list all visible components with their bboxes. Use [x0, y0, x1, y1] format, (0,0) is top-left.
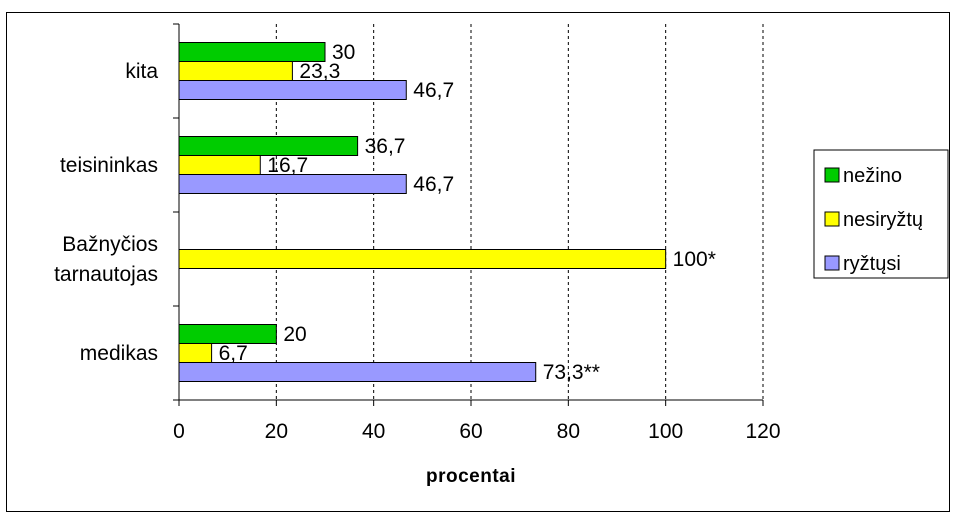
bar-nežino [178, 136, 359, 156]
category-label: teisininkas [60, 154, 158, 177]
bars [178, 42, 667, 382]
category-label: medikas [80, 342, 158, 365]
x-tick-label: 120 [745, 420, 780, 443]
x-tick-label: 80 [557, 420, 580, 443]
x-tick-label: 0 [173, 420, 185, 443]
bar-nesiryžtų [178, 249, 667, 269]
data-label: 16,7 [267, 154, 308, 177]
legend-swatch [824, 255, 840, 271]
x-tick-label: 60 [459, 420, 482, 443]
legend-label: nežino [843, 165, 902, 187]
data-label: 46,7 [413, 173, 454, 196]
x-axis-title: procentai [426, 466, 516, 487]
category-label: kita [125, 60, 158, 83]
data-label: 23,3 [299, 60, 340, 83]
x-tick-label: 100 [648, 420, 683, 443]
tick-labels: 0 20 40 60 80 100 120 [173, 420, 780, 443]
x-tick-label: 20 [265, 420, 288, 443]
legend-items: nežino nesiryžtų ryžtųsi [824, 165, 923, 275]
data-label: 20 [283, 323, 306, 346]
bar-ryžtųsi [178, 80, 407, 100]
legend-swatch [824, 167, 840, 183]
bar-nesiryžtų [178, 343, 213, 363]
bar-nesiryžtų [178, 155, 261, 175]
bar-nežino [178, 324, 277, 344]
category-labels: medikas Bažnyčios tarnautojas teisininkas ki… [54, 60, 158, 365]
legend-swatch [824, 211, 840, 227]
category-label: Bažnyčios [62, 233, 158, 256]
legend-label: ryžtųsi [843, 253, 901, 275]
legend: nežino nesiryžtų ryžtųsi [813, 149, 949, 279]
data-label: 73,3** [543, 361, 600, 384]
data-label: 6,7 [219, 342, 248, 365]
data-label: 100* [673, 248, 716, 271]
bar-ryžtųsi [178, 174, 407, 194]
bar-nežino [178, 42, 326, 62]
x-tick-label: 40 [362, 420, 385, 443]
category-label: tarnautojas [54, 263, 158, 286]
data-label: 36,7 [365, 135, 406, 158]
axes [173, 23, 764, 406]
data-label: 46,7 [413, 79, 454, 102]
bar-ryžtųsi [178, 362, 537, 382]
data-label: 30 [332, 41, 355, 64]
bar-nesiryžtų [178, 61, 293, 81]
legend-label: nesiryžtų [843, 209, 923, 231]
